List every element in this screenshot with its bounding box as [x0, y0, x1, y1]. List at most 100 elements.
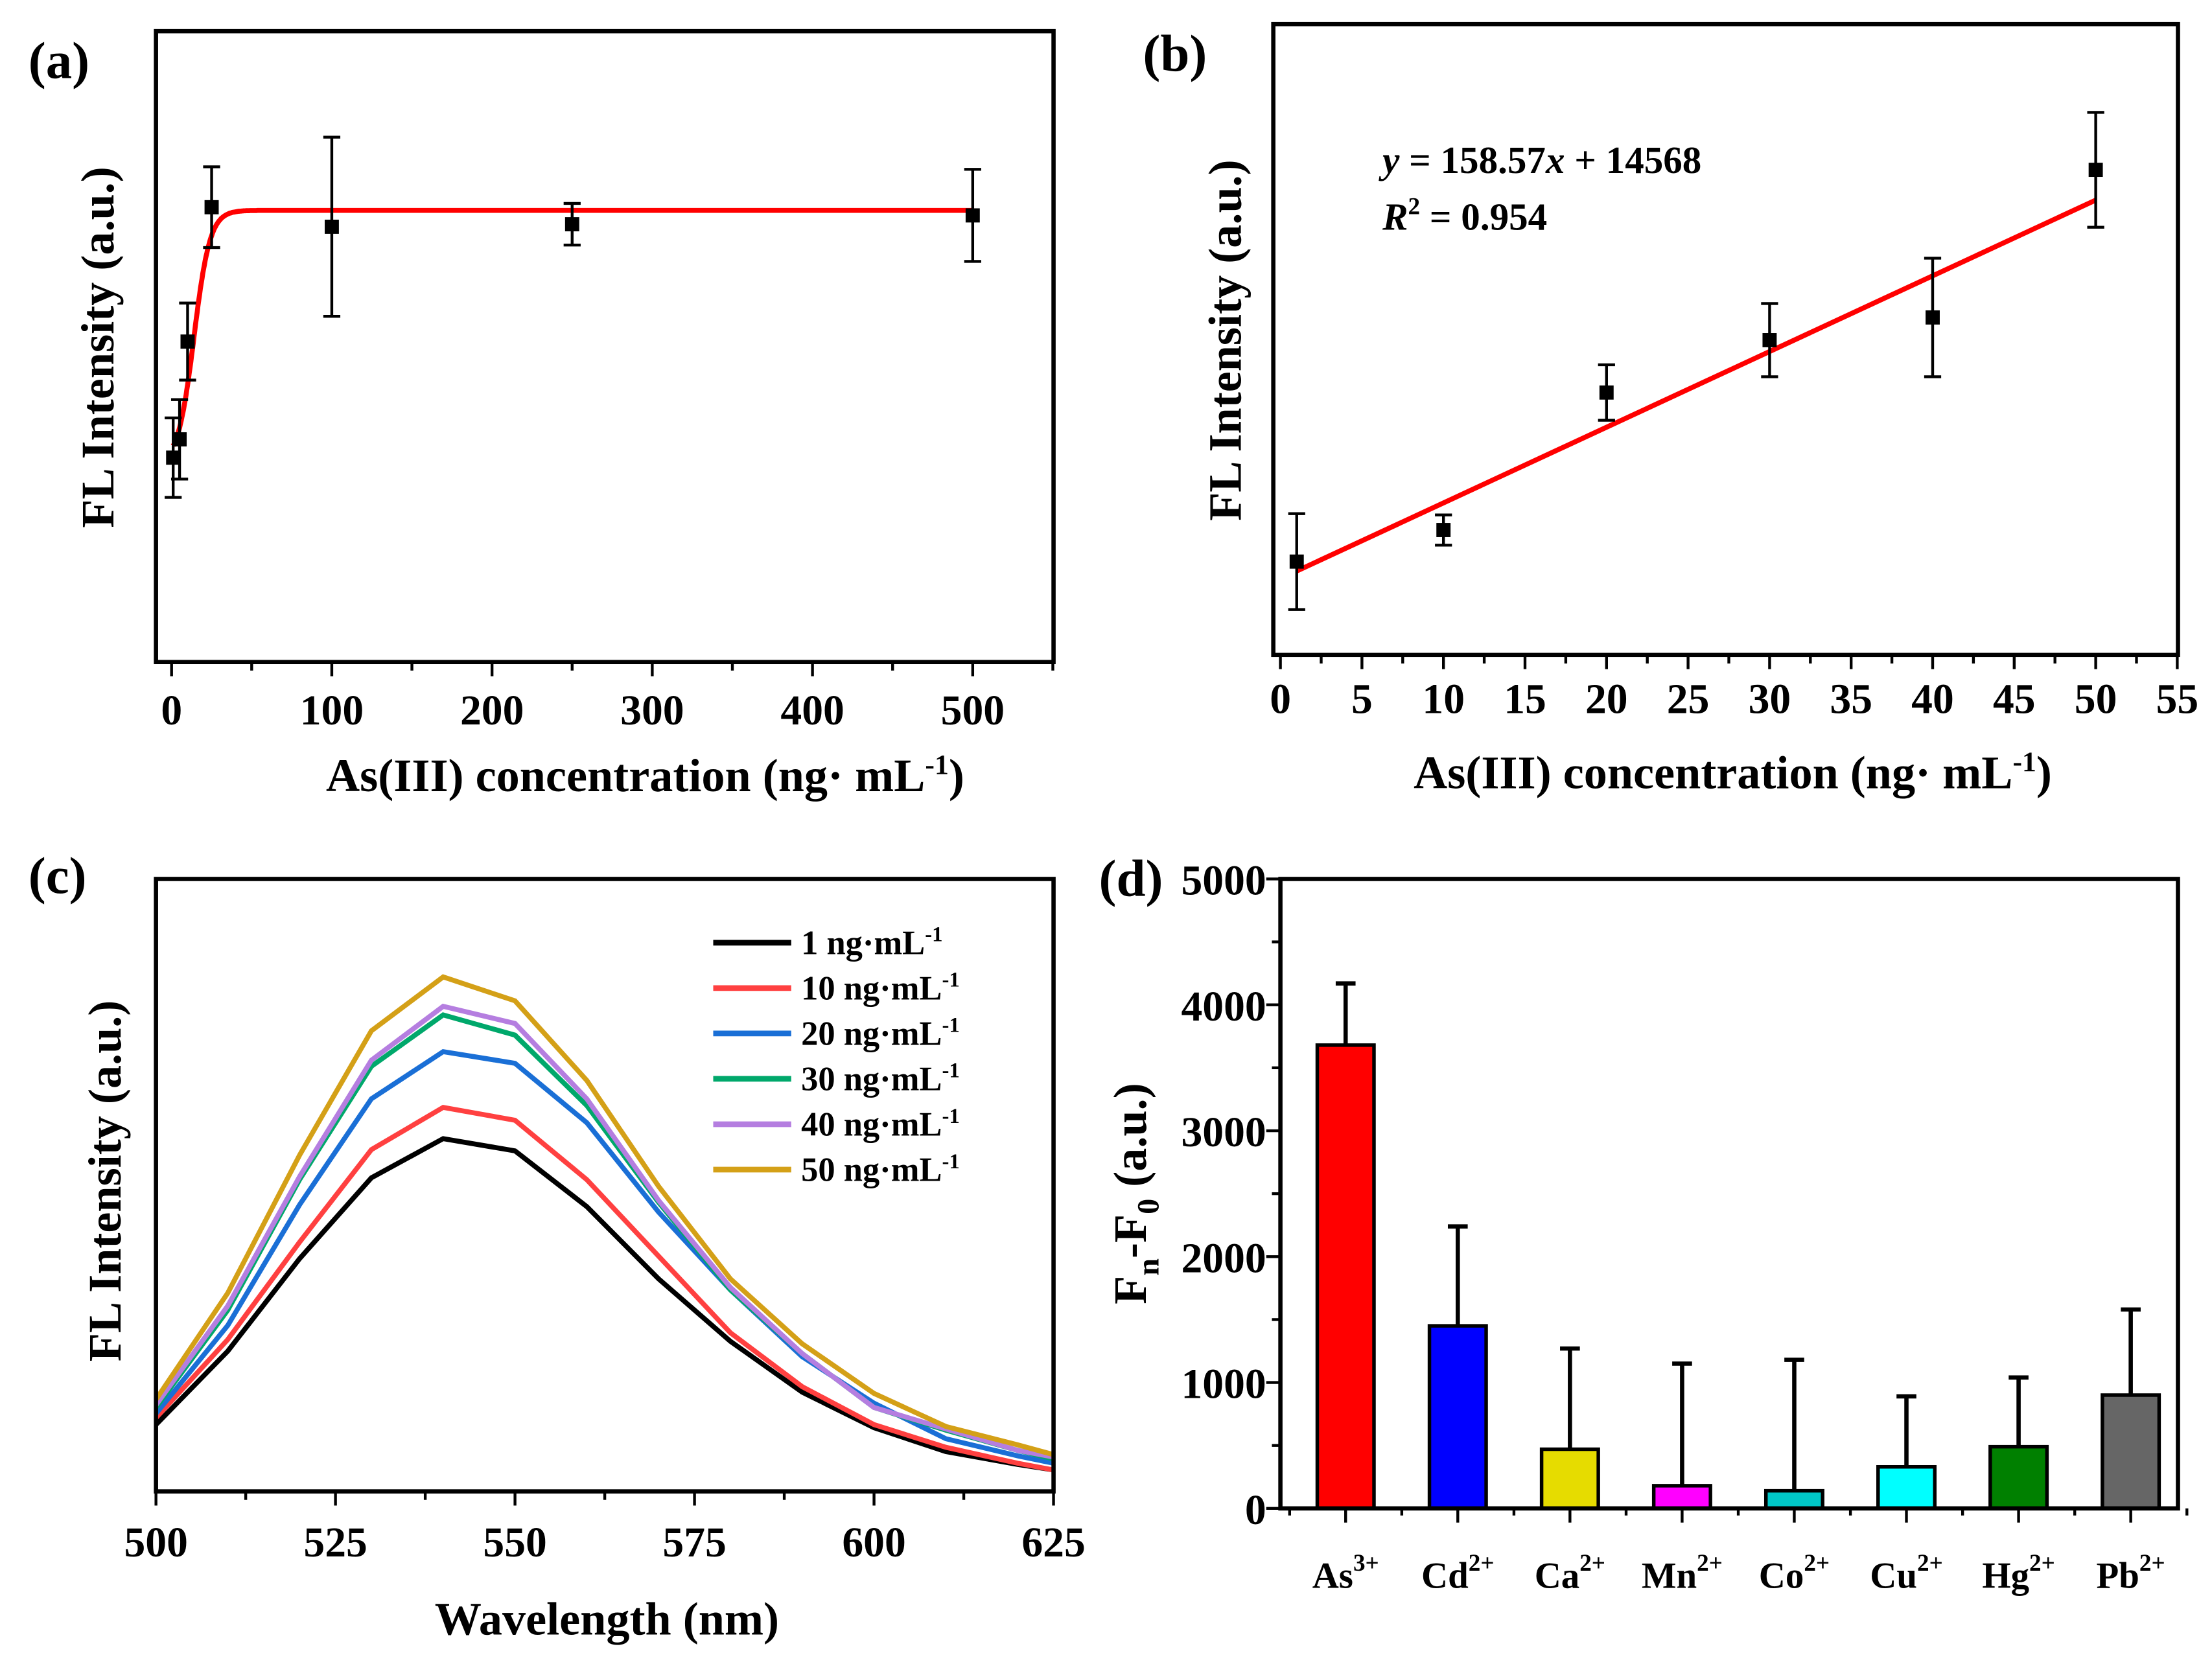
- y-axis-title: Fn-F0 (a.u.): [1104, 1083, 1166, 1304]
- x-tick-label: 5: [1351, 676, 1373, 722]
- y-title-sub-0: 0: [1131, 1199, 1165, 1214]
- r-squared: R2 = 0.954: [1382, 193, 1547, 238]
- bar: [1651, 1484, 1712, 1510]
- data-point: [204, 200, 219, 214]
- panel-label-c: (c): [29, 846, 87, 905]
- legend-sup: -1: [942, 1150, 959, 1173]
- legend-sup: -1: [942, 969, 959, 992]
- category-label: Ca2+: [1535, 1550, 1605, 1596]
- category-sup: 2+: [1469, 1550, 1495, 1577]
- fit-line: [1296, 198, 2097, 573]
- series-line: [154, 1048, 1054, 1466]
- x-tick-label: 15: [1504, 676, 1546, 722]
- plot-frame-b: [1271, 21, 2180, 658]
- series-line: [154, 1136, 1054, 1473]
- y-axis-title: FL Intensity (a.u.): [72, 167, 124, 528]
- legend-text: 10 ng·mL: [801, 969, 942, 1007]
- y-tick-label: 3000: [1181, 1109, 1266, 1156]
- category-sup: 3+: [1353, 1550, 1379, 1577]
- category-base: Cd: [1421, 1555, 1469, 1596]
- x-title-sup: -1: [925, 750, 948, 781]
- y-tick-label: 5000: [1181, 858, 1266, 905]
- y-title-f0: -F: [1104, 1214, 1156, 1258]
- panel-label-d: (d): [1099, 850, 1163, 908]
- r-label: R: [1382, 195, 1408, 238]
- x-tick-label: 525: [303, 1520, 367, 1566]
- legend-sup: -1: [942, 1059, 959, 1083]
- y-title-sub-n: n: [1131, 1258, 1165, 1276]
- data-point: [2088, 163, 2103, 178]
- legend-label: 30 ng·mL-1: [801, 1059, 960, 1098]
- legend-sup: -1: [942, 1014, 959, 1037]
- x-tick-label: 500: [941, 688, 1005, 734]
- category-sup: 2+: [1917, 1550, 1943, 1577]
- legend-text: 40 ng·mL: [801, 1105, 942, 1143]
- category-label: Cu2+: [1870, 1550, 1943, 1596]
- x-title-main: As(III) concentration (ng· mL: [1414, 746, 2012, 798]
- bar: [1427, 1324, 1488, 1510]
- data-point: [1762, 333, 1777, 347]
- y-axis-title: FL Intensity (a.u.): [79, 1000, 131, 1362]
- bar: [1988, 1444, 2049, 1510]
- category-label: Mn2+: [1642, 1550, 1723, 1596]
- x-tick-label: 0: [161, 688, 182, 734]
- x-tick-label: 625: [1021, 1520, 1085, 1566]
- category-base: Cu: [1870, 1555, 1917, 1596]
- y-tick-label: 1000: [1181, 1361, 1266, 1408]
- y-tick-label: 0: [1245, 1487, 1266, 1534]
- r-value: = 0.954: [1420, 195, 1547, 238]
- legend-label: 10 ng·mL-1: [801, 969, 960, 1008]
- data-point: [1289, 554, 1304, 569]
- panel-label-a: (a): [29, 31, 89, 89]
- series-line: [154, 1104, 1054, 1473]
- category-base: As: [1312, 1555, 1353, 1596]
- x-tick-label: 100: [300, 688, 364, 734]
- x-tick-label: 45: [1993, 676, 2036, 722]
- category-label: Cd2+: [1421, 1550, 1495, 1596]
- data-point: [166, 450, 181, 465]
- y-title-f: F: [1104, 1276, 1156, 1304]
- legend-text: 50 ng·mL: [801, 1151, 942, 1188]
- x-tick-label: 550: [483, 1520, 546, 1566]
- legend-sup: -1: [925, 923, 942, 947]
- y-tick-label: 4000: [1181, 984, 1266, 1030]
- data-point: [1436, 523, 1451, 537]
- data-point: [965, 208, 980, 223]
- category-sup: 2+: [2029, 1550, 2055, 1577]
- y-title-unit: (a.u.): [1104, 1083, 1156, 1198]
- legend-sup: -1: [942, 1105, 959, 1128]
- data-point: [180, 334, 195, 349]
- x-tick-label: 40: [1911, 676, 1954, 722]
- data-point: [172, 432, 187, 446]
- x-tick-label: 10: [1422, 676, 1465, 722]
- x-title-end: ): [2036, 746, 2052, 798]
- legend-text: 30 ng·mL: [801, 1060, 942, 1098]
- eq-part1: = 158.57: [1399, 139, 1546, 181]
- panel-b: 0 5 10 15 20 25 30 35 40 45 50 55 y = 158.57x + 1456…: [1270, 111, 2198, 722]
- eq-x: x: [1545, 139, 1565, 181]
- legend-label: 1 ng·mL-1: [801, 923, 942, 962]
- x-tick-label: 575: [662, 1520, 726, 1566]
- category-label: Co2+: [1759, 1550, 1830, 1596]
- category-base: Ca: [1535, 1555, 1580, 1596]
- category-label: As3+: [1312, 1550, 1379, 1596]
- x-axis-title: As(III) concentration (ng· mL-1): [326, 750, 964, 802]
- category-sup: 2+: [1579, 1550, 1605, 1577]
- category-base: Pb: [2097, 1555, 2139, 1596]
- series-line: [154, 974, 1054, 1457]
- x-tick-label: 50: [2075, 676, 2117, 722]
- category-label: Pb2+: [2097, 1550, 2165, 1596]
- fit-equation: y = 158.57x + 14568: [1379, 139, 1701, 181]
- category-sup: 2+: [2139, 1550, 2165, 1577]
- plot-frame-a: [154, 29, 1056, 664]
- y-tick-label: 2000: [1181, 1235, 1266, 1282]
- x-title-sup: -1: [2012, 746, 2036, 778]
- bar: [1764, 1488, 1824, 1510]
- series-line: [154, 1003, 1054, 1460]
- x-tick-label: 600: [842, 1520, 905, 1566]
- bar: [1315, 1043, 1376, 1510]
- x-tick-label: 0: [1270, 676, 1291, 722]
